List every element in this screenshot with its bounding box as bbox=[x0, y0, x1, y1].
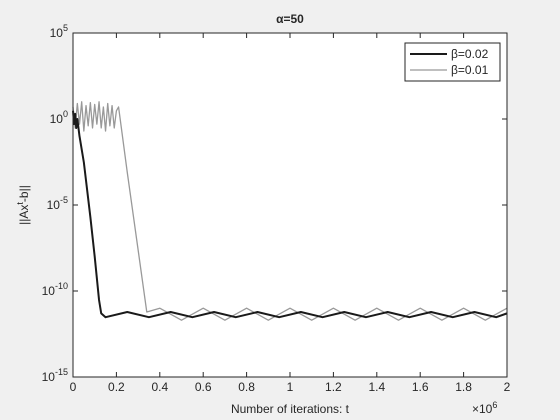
y-tick-base: 10 bbox=[50, 26, 64, 40]
y-label-part: -b|| bbox=[17, 185, 31, 202]
x-tick-label: 0.6 bbox=[195, 380, 212, 394]
x-scale-exponent: 6 bbox=[492, 400, 497, 410]
y-tick-base: 10 bbox=[42, 370, 56, 384]
x-tick-label: 1 bbox=[287, 380, 294, 394]
y-tick-label: 10-15 bbox=[42, 367, 68, 384]
x-scale-base: ×10 bbox=[472, 402, 493, 416]
y-tick-exponent: -10 bbox=[55, 281, 68, 291]
x-tick-label: 1.2 bbox=[325, 380, 342, 394]
y-axis-label: ||Axt-b|| bbox=[15, 185, 31, 225]
x-tick-label: 0 bbox=[70, 380, 77, 394]
axes-box bbox=[72, 32, 508, 378]
x-scale-label: ×106 bbox=[472, 400, 497, 416]
legend-box bbox=[404, 42, 501, 82]
y-tick-base: 10 bbox=[42, 284, 56, 298]
y-tick-label: 100 bbox=[50, 109, 68, 126]
y-label-superscript: t bbox=[15, 202, 25, 205]
x-tick-label: 0.4 bbox=[151, 380, 168, 394]
y-tick-exponent: -5 bbox=[60, 195, 68, 205]
x-tick-label: 0.2 bbox=[108, 380, 125, 394]
x-tick-label: 1.8 bbox=[455, 380, 472, 394]
y-tick-label: 10-5 bbox=[47, 195, 68, 212]
plot-area bbox=[73, 33, 507, 377]
y-tick-exponent: -15 bbox=[55, 367, 68, 377]
y-tick-label: 105 bbox=[50, 23, 68, 40]
y-label-part: ||Ax bbox=[17, 205, 31, 225]
legend-label: β=0.02 bbox=[451, 47, 489, 61]
chart-title: α=50 bbox=[276, 12, 304, 26]
x-tick-label: 1.6 bbox=[412, 380, 429, 394]
legend-label: β=0.01 bbox=[451, 63, 489, 77]
y-tick-base: 10 bbox=[47, 198, 61, 212]
y-tick-exponent: 5 bbox=[63, 23, 68, 33]
series-line bbox=[72, 101, 508, 321]
y-tick-label: 10-10 bbox=[42, 281, 68, 298]
x-tick-label: 0.8 bbox=[238, 380, 255, 394]
x-tick-label: 1.4 bbox=[368, 380, 385, 394]
series-line bbox=[72, 110, 508, 319]
y-tick-exponent: 0 bbox=[63, 109, 68, 119]
x-tick-label: 2 bbox=[504, 380, 511, 394]
x-axis-label: Number of iterations: t bbox=[231, 402, 350, 416]
y-tick-base: 10 bbox=[50, 112, 64, 126]
